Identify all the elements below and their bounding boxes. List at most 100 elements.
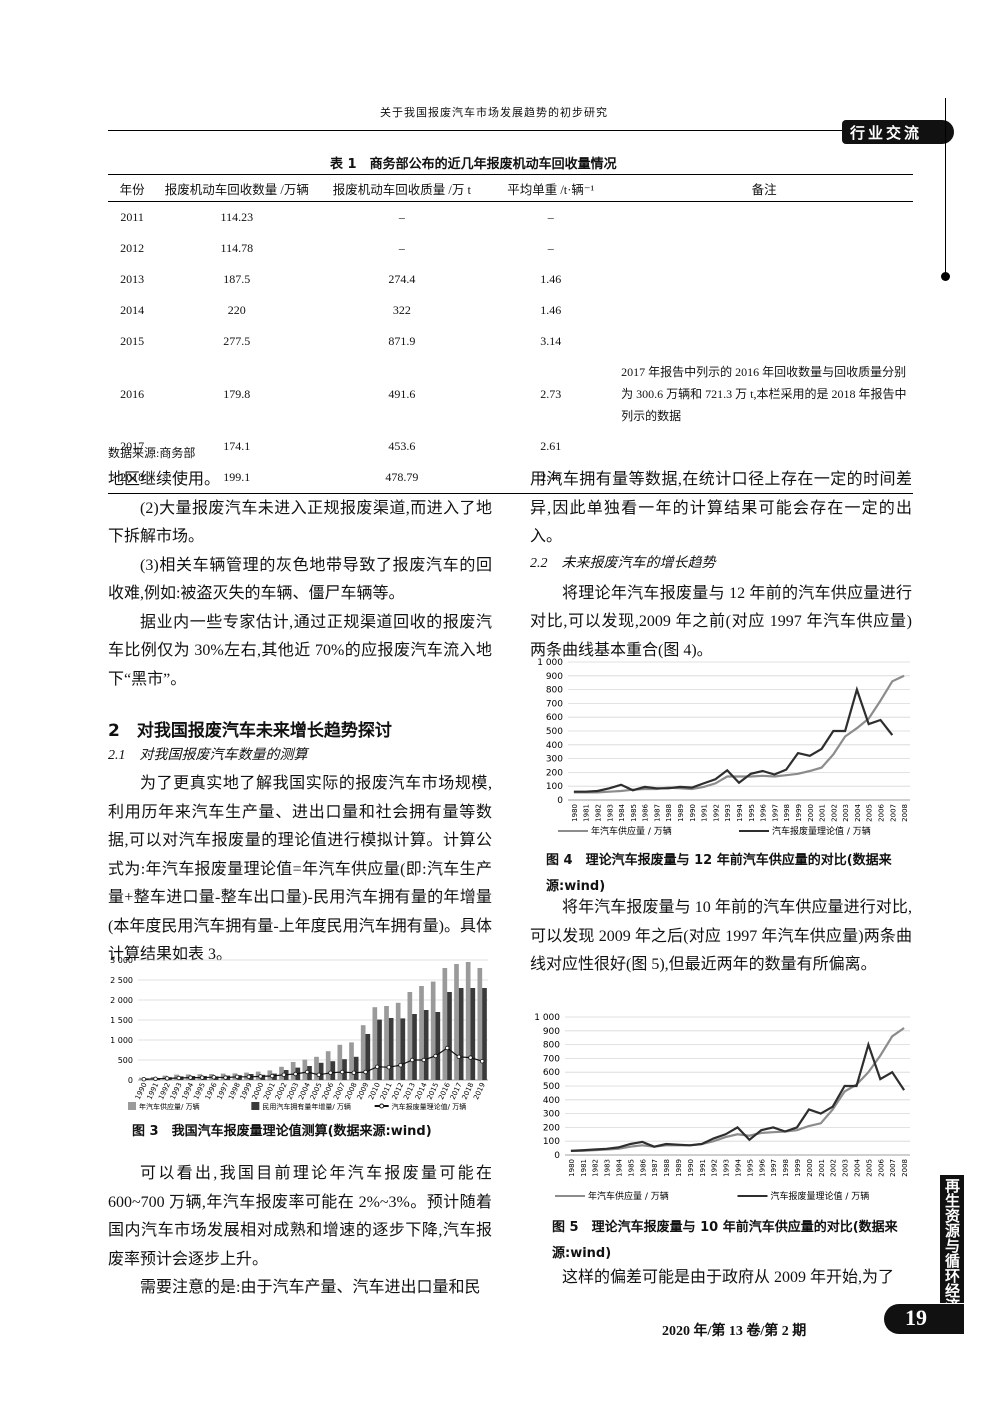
legend-label: 汽车报废量理论值 / 万辆	[771, 1190, 870, 1202]
legend-swatch	[128, 1102, 136, 1110]
y-tick-label: 500	[543, 1082, 560, 1092]
bar	[349, 1042, 354, 1080]
y-tick-label: 500	[546, 727, 563, 737]
x-tick-label: 1985	[627, 1159, 635, 1177]
y-tick-label: 1 000	[534, 1013, 560, 1023]
right-column: 用汽车拥有量等数据,在统计口径上存在一定的时间差异,因此单独看一年的计算结果可能…	[530, 466, 912, 665]
table-cell: 1.46	[540, 272, 562, 286]
running-title: 关于我国报废汽车市场发展趋势的初步研究	[380, 107, 608, 119]
x-tick-label: 2001	[818, 1159, 826, 1177]
y-tick-label: 2 000	[110, 996, 133, 1005]
y-tick-label: 0	[557, 796, 563, 806]
bar	[377, 1019, 382, 1080]
table-cell: 187.5	[223, 272, 251, 286]
line-marker	[398, 1062, 403, 1068]
table-body: 2011 114.23 – – 2012 114.78 – – 2013 187.5 274.4 1.…	[108, 202, 913, 494]
y-tick-label: 800	[546, 686, 563, 696]
page-number-box	[884, 1304, 964, 1334]
paragraph: 这样的偏差可能是由于政府从 2009 年开始,为了	[562, 1269, 895, 1286]
x-tick-label: 1987	[651, 1159, 659, 1177]
subsection-heading: 2.1 对我国报废汽车数量的测算	[108, 748, 308, 763]
x-tick-label: 1997	[771, 804, 779, 822]
y-tick-label: 900	[543, 1027, 560, 1037]
x-tick-label: 1988	[665, 804, 673, 822]
x-tick-label: 1994	[735, 1158, 743, 1176]
paragraph: 将年汽车报废量与 10 年前的汽车供应量进行对比,可以发现 2009 年之后(对…	[530, 899, 912, 973]
line-marker	[421, 1057, 427, 1063]
x-tick-label: 2004	[854, 803, 862, 821]
bar	[260, 1074, 266, 1080]
y-tick-label: 3 000	[110, 956, 133, 965]
table-row: 2016 179.8 491.6 2.73 2017 年报告中列示的 2016 年回收数…	[108, 357, 913, 431]
x-tick-label: 2002	[830, 804, 838, 822]
table-cell: 114.23	[220, 210, 254, 224]
section-heading: 2 对我国报废汽车未来增长趋势探讨	[108, 721, 392, 741]
bar	[407, 992, 413, 1080]
line-marker	[293, 1071, 298, 1077]
table-cell	[615, 431, 913, 462]
x-tick-label: 1995	[748, 804, 756, 822]
y-tick-label: 400	[546, 741, 563, 751]
table-row: 2012 114.78 – –	[108, 233, 913, 264]
x-tick-label: 2000	[807, 804, 815, 822]
line-marker	[234, 1074, 240, 1079]
y-tick-label: 600	[546, 713, 563, 723]
x-tick-label: 1989	[677, 804, 685, 822]
x-tick-label: 2003	[842, 804, 850, 822]
line-marker	[351, 1070, 357, 1075]
x-tick-label: 1993	[723, 1159, 731, 1177]
paragraph: 用汽车拥有量等数据,在统计口径上存在一定的时间差异,因此单独看一年的计算结果可能…	[530, 471, 912, 545]
table-cell: 871.9	[388, 334, 416, 348]
y-tick-label: 300	[543, 1110, 560, 1120]
table-cell: 274.4	[388, 272, 416, 286]
bar	[162, 1075, 168, 1080]
journal-name: 再生资源与循环经济	[943, 1178, 959, 1313]
y-tick-label: 200	[543, 1123, 560, 1133]
line-marker	[339, 1069, 345, 1075]
x-tick-label: 2006	[877, 1158, 885, 1176]
data-table: 年份 报废机动车回收数量 /万辆 报废机动车回收质量 /万 t 平均单重 /t·辆⁻¹…	[108, 174, 913, 494]
side-dot	[941, 272, 950, 281]
table-cell: 3.14	[540, 334, 562, 348]
bar	[314, 1056, 319, 1080]
table-cell: 2013	[120, 272, 145, 286]
line-marker	[363, 1069, 368, 1075]
table-cell: 2.61	[540, 439, 562, 453]
x-tick-label: 2005	[865, 1159, 873, 1177]
y-tick-label: 100	[546, 782, 563, 792]
y-tick-label: 1 500	[110, 1016, 133, 1025]
x-tick-label: 1990	[689, 804, 697, 822]
x-tick-label: 2007	[889, 1159, 897, 1177]
line-marker	[456, 1054, 462, 1059]
x-tick-label: 1995	[746, 1159, 754, 1177]
table-cell: –	[547, 210, 554, 224]
table-row: 2017 174.1 453.6 2.61	[108, 431, 913, 462]
line-marker	[386, 1064, 392, 1070]
x-tick-label: 1998	[782, 1159, 790, 1177]
figure-4-chart: 0 100 200 300 400 500 600 700 800 900 1 000 1980 198…	[537, 658, 910, 837]
y-tick-label: 700	[546, 699, 563, 709]
table-cell: 491.6	[388, 386, 416, 401]
line-marker	[281, 1072, 287, 1077]
x-tick-label: 1994	[736, 803, 744, 821]
bar	[477, 968, 483, 1080]
y-tick-label: 700	[543, 1054, 560, 1064]
bar	[435, 1012, 441, 1080]
y-tick-label: 900	[546, 672, 563, 682]
bar	[372, 1007, 378, 1080]
x-tick-label: 1992	[711, 1159, 719, 1177]
line	[573, 685, 894, 793]
paragraph: (3)相关车辆管理的灰色地带导致了报废汽车的回收难,例如:被盗灭失的车辆、僵尸车…	[108, 556, 492, 603]
bar	[330, 1061, 336, 1080]
x-tick-label: 1984	[616, 1158, 624, 1176]
line-marker	[176, 1075, 182, 1081]
section-tab	[842, 120, 954, 144]
x-tick-label: 1996	[760, 803, 768, 821]
x-tick-label: 1988	[663, 1159, 671, 1177]
column-header: 报废机动车回收质量 /万 t	[317, 174, 487, 202]
table-cell: 1.46	[540, 303, 562, 317]
bar	[220, 1073, 226, 1080]
table-row: 2013 187.5 274.4 1.46	[108, 264, 913, 295]
table-cell	[615, 264, 913, 295]
